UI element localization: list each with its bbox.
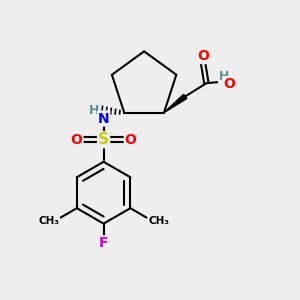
Text: O: O: [197, 49, 209, 63]
Text: H: H: [89, 104, 99, 117]
Text: H: H: [219, 70, 229, 83]
Text: N: N: [98, 112, 109, 125]
Text: O: O: [125, 133, 136, 147]
Text: CH₃: CH₃: [148, 215, 169, 226]
Polygon shape: [164, 94, 187, 112]
Text: O: O: [223, 77, 235, 91]
Text: O: O: [70, 133, 83, 147]
Text: F: F: [99, 236, 108, 250]
Text: S: S: [98, 132, 109, 147]
Text: CH₃: CH₃: [38, 215, 59, 226]
